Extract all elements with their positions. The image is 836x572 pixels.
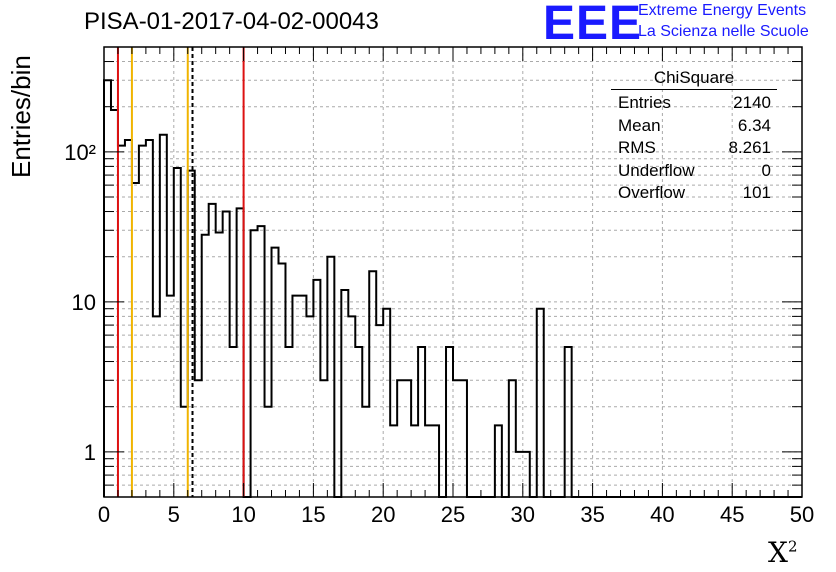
x-tick-label: 30 xyxy=(511,502,535,527)
stats-row-underflow: Underflow 0 xyxy=(611,160,777,183)
y-tick-label: 10² xyxy=(64,140,96,165)
stats-label: Underflow xyxy=(618,160,695,180)
stats-row-entries: Entries 2140 xyxy=(611,92,777,115)
x-tick-label: 40 xyxy=(650,502,674,527)
stats-label: RMS xyxy=(618,138,656,158)
stats-box: ChiSquare Entries 2140 Mean 6.34 RMS 8.261 … xyxy=(611,68,777,205)
stats-value: 6.34 xyxy=(737,115,771,135)
eee-logo: EEE xyxy=(543,0,643,50)
y-tick-label: 10 xyxy=(72,290,96,315)
stats-label: Entries xyxy=(618,93,671,112)
x-tick-label: 5 xyxy=(168,502,180,527)
x-tick-label: 0 xyxy=(98,502,110,527)
vertical-markers xyxy=(116,47,245,497)
x-tick-label: 15 xyxy=(301,502,325,527)
x-tick-label: 10 xyxy=(231,502,255,527)
stats-row-rms: RMS 8.261 xyxy=(611,137,777,160)
logo-text-line2: La Scienza nelle Scuole xyxy=(638,23,809,40)
x-tick-label: 45 xyxy=(720,502,744,527)
stats-value: 2140 xyxy=(733,93,771,112)
x-axis-label-superscript: 2 xyxy=(787,537,798,556)
x-axis-label: X2 xyxy=(768,536,797,569)
x-axis-label-base: X xyxy=(768,536,788,569)
stats-label: Mean xyxy=(618,115,661,135)
x-tick-label: 20 xyxy=(371,502,395,527)
stats-value: 0 xyxy=(761,160,771,180)
stats-value: 8.261 xyxy=(728,138,771,158)
tick-labels: 0 5 10 15 20 25 30 35 40 45 50 1 10 10² xyxy=(64,140,814,527)
y-tick-label: 1 xyxy=(84,440,96,465)
chart-title: PISA-01-2017-04-02-00043 xyxy=(84,8,379,35)
logo-text-line1: Extreme Energy Events xyxy=(638,2,807,19)
stats-row-overflow: Overflow 101 xyxy=(611,182,777,205)
stats-label: Overflow xyxy=(618,183,686,203)
stats-title: ChiSquare xyxy=(611,68,777,90)
x-tick-label: 35 xyxy=(580,502,604,527)
x-tick-label: 25 xyxy=(441,502,465,527)
stats-value: 101 xyxy=(742,183,771,203)
stats-row-mean: Mean 6.34 xyxy=(611,115,777,138)
y-axis-label: Entries/bin xyxy=(6,55,36,178)
x-tick-label: 50 xyxy=(790,502,814,527)
axis-ticks xyxy=(103,46,803,498)
